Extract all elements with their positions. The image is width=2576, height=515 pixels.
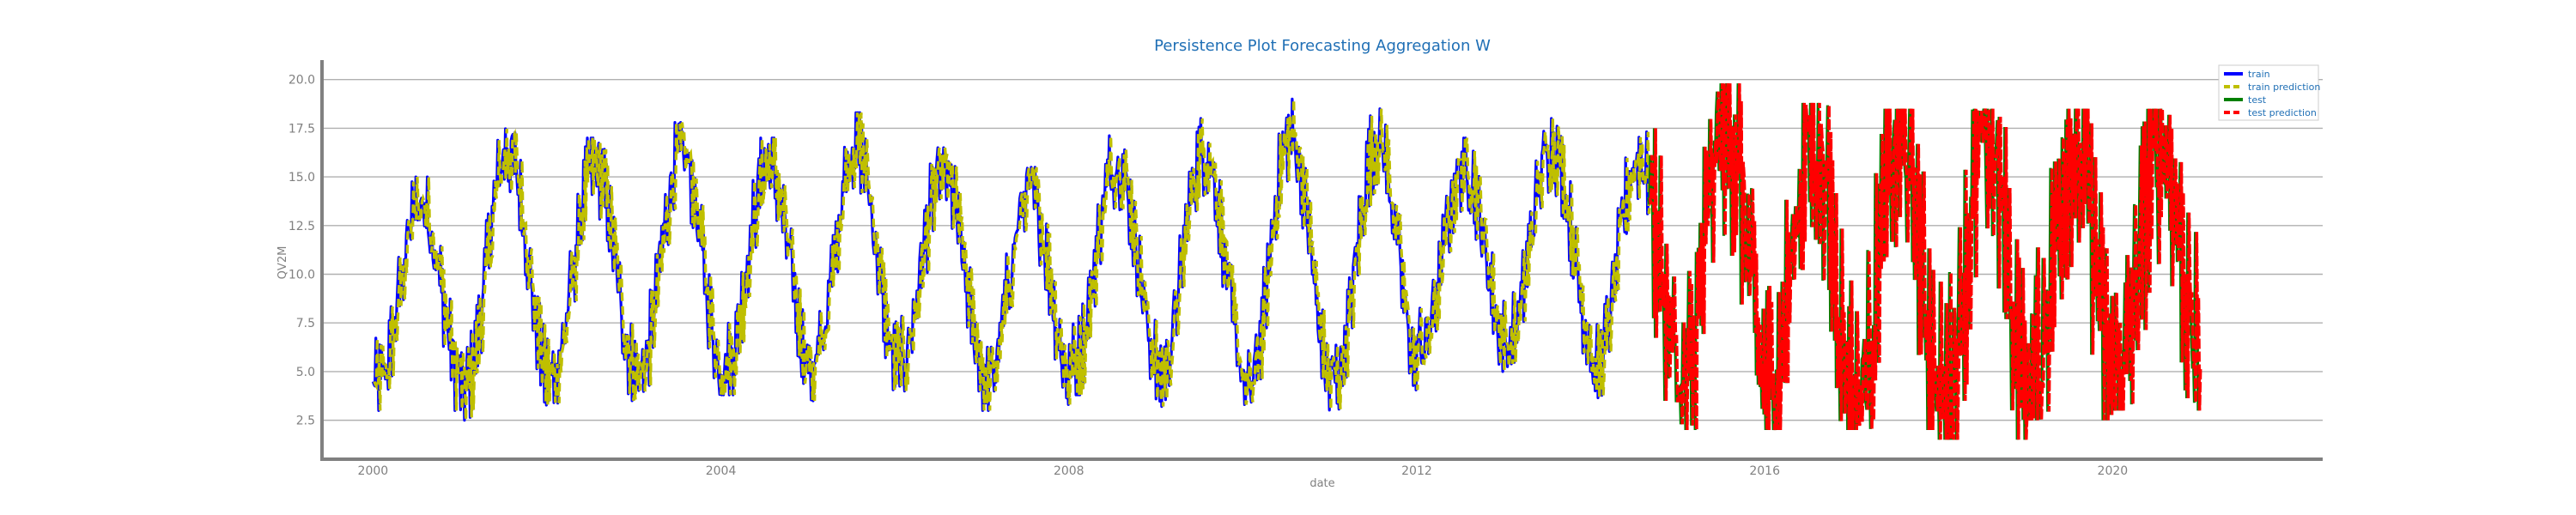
x-axis-label: date (1309, 477, 1334, 490)
chart-title: Persistence Plot Forecasting Aggregation… (1154, 37, 1491, 55)
series-layer (371, 82, 2202, 440)
legend-label: train prediction (2248, 82, 2320, 93)
y-tick-label: 12.5 (289, 220, 315, 233)
x-tick-label: 2016 (1749, 464, 1780, 478)
x-tick-label: 2008 (1054, 464, 1084, 478)
y-tick-label: 2.5 (296, 415, 315, 428)
y-tick-label: 5.0 (296, 366, 315, 379)
y-tick-label: 15.0 (289, 171, 315, 185)
x-tick-label: 2012 (1401, 464, 1432, 478)
axes (320, 60, 2323, 461)
series-train-prediction-line (373, 99, 1653, 421)
legend-label: train (2248, 69, 2270, 80)
legend-label: test (2248, 94, 2267, 106)
legend-label: test prediction (2248, 107, 2317, 118)
x-tick-label: 2000 (358, 464, 389, 478)
y-tick-label: 17.5 (289, 122, 315, 136)
y-axis-label: QV2M (276, 246, 289, 280)
y-tick-label: 7.5 (296, 317, 315, 330)
y-tick-label: 10.0 (289, 269, 315, 282)
x-tick-label: 2020 (2098, 464, 2129, 478)
series-test-prediction-line (1648, 82, 2202, 440)
x-tick-label: 2004 (706, 464, 737, 478)
tick-labels: 2.5 5.0 7.5 10.0 12.5 15.0 17.5 20.0 2000 2004 200… (289, 74, 2128, 478)
y-tick-label: 20.0 (289, 74, 315, 88)
